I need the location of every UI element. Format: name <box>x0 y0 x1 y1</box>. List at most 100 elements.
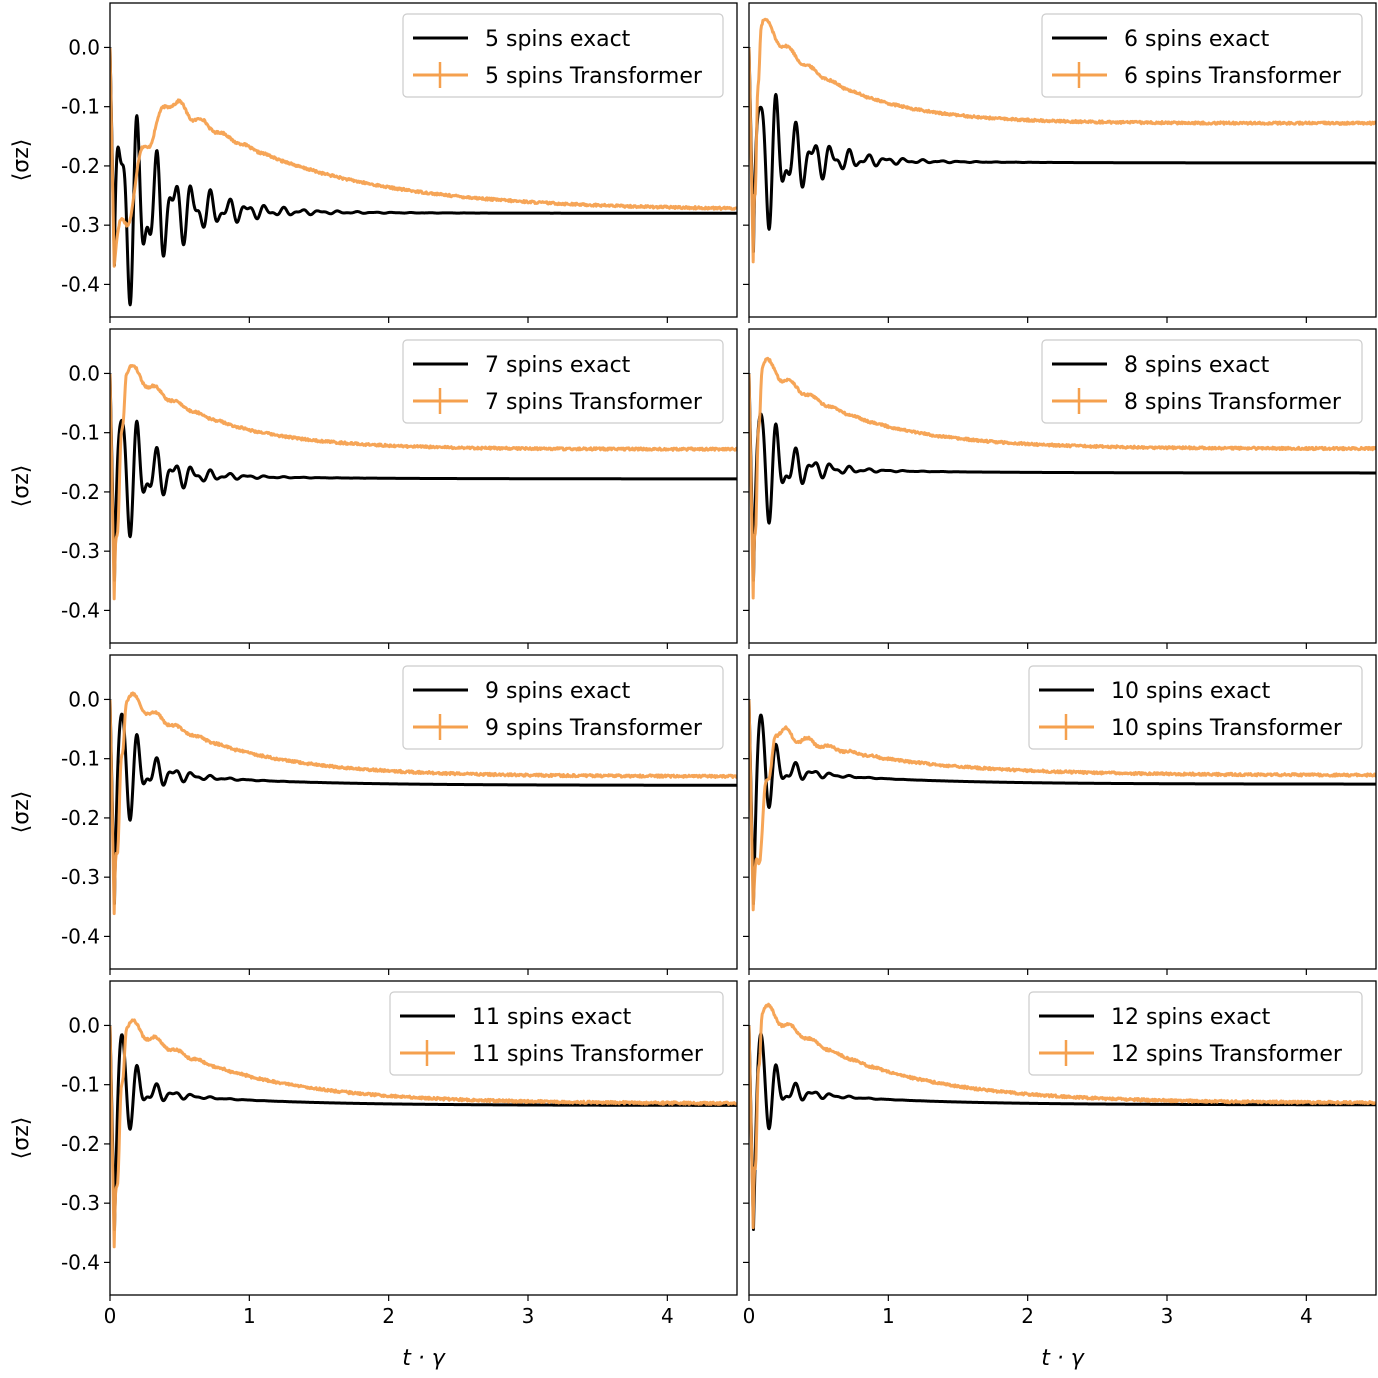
panel-frame <box>109 654 738 970</box>
series-line-transformer <box>110 48 737 268</box>
legend: 10 spins exact 10 spins Transformer <box>1028 665 1363 750</box>
y-tick-label: 0.0 <box>68 361 100 385</box>
panel-10-spins: 10 spins exact 10 spins Transformer <box>743 654 1377 975</box>
y-tick-label: 0.0 <box>68 687 100 711</box>
x-tick-label: 0 <box>743 1304 756 1328</box>
y-axis-label: ⟨σz⟩ <box>9 139 34 182</box>
legend-frame <box>402 339 724 424</box>
panel-11-spins: 0.0 -0.1 -0.2 -0.3 -0.4 0 1 2 3 4 ⟨σz⟩ t · γ 11 spin… <box>9 980 738 1371</box>
x-tick-label: 4 <box>1300 1304 1313 1328</box>
series-line-exact <box>749 699 1376 905</box>
legend: 9 spins exact 9 spins Transformer <box>402 665 724 750</box>
series-line-transformer <box>749 1002 1376 1230</box>
legend-label-transformer: 11 spins Transformer <box>472 1042 704 1067</box>
plot-area <box>110 1018 737 1249</box>
x-tick-label: 3 <box>1161 1304 1174 1328</box>
legend-frame <box>1028 665 1363 750</box>
series-line-exact <box>749 373 1376 582</box>
x-axis-label: t · γ <box>402 1346 446 1371</box>
series-line-transformer <box>110 1018 737 1249</box>
panel-12-spins: 0 1 2 3 4 t · γ 12 spins exact 12 spins Transfo… <box>743 980 1377 1371</box>
legend-frame <box>1028 991 1363 1076</box>
panel-frame <box>109 328 738 644</box>
series-line-transformer <box>110 364 737 601</box>
legend-label-exact: 6 spins exact <box>1124 27 1270 52</box>
plot-area <box>749 17 1376 264</box>
legend-label-transformer: 12 spins Transformer <box>1111 1042 1343 1067</box>
legend-frame <box>402 13 724 98</box>
y-axis-label: ⟨σz⟩ <box>9 791 34 834</box>
series-line-transformer <box>749 699 1376 912</box>
y-tick-label: 0.0 <box>68 35 100 59</box>
legend-label-transformer: 7 spins Transformer <box>485 390 703 415</box>
legend: 12 spins exact 12 spins Transformer <box>1028 991 1363 1076</box>
panel-frame <box>109 2 738 318</box>
legend-label-exact: 11 spins exact <box>472 1005 632 1030</box>
x-tick-label: 1 <box>243 1304 256 1328</box>
y-axis-label: ⟨σz⟩ <box>9 465 34 508</box>
panel-frame <box>748 654 1377 970</box>
series-line-exact <box>749 1025 1376 1231</box>
plot-area <box>749 1002 1376 1231</box>
plot-area <box>110 47 737 307</box>
x-tick-label: 4 <box>661 1304 674 1328</box>
x-tick-label: 2 <box>1021 1304 1034 1328</box>
x-tick-label: 0 <box>104 1304 117 1328</box>
legend-label-exact: 12 spins exact <box>1111 1005 1271 1030</box>
legend-label-exact: 9 spins exact <box>485 679 631 704</box>
plot-area <box>110 364 737 601</box>
legend: 11 spins exact 11 spins Transformer <box>389 991 724 1076</box>
series-line-exact <box>110 699 737 905</box>
series-line-transformer <box>749 356 1376 600</box>
panel-frame <box>109 980 738 1296</box>
y-tick-label: -0.2 <box>61 1132 100 1156</box>
y-tick-label: -0.4 <box>61 272 100 296</box>
series-line-transformer <box>749 17 1376 264</box>
plot-area <box>110 691 737 916</box>
legend-label-exact: 8 spins exact <box>1124 353 1270 378</box>
y-tick-label: -0.2 <box>61 480 100 504</box>
y-tick-label: -0.3 <box>61 865 100 889</box>
series-line-transformer <box>110 691 737 916</box>
panel-6-spins: 6 spins exact 6 spins Transformer <box>743 2 1377 323</box>
panel-8-spins: 8 spins exact 8 spins Transformer <box>743 328 1377 649</box>
panel-frame <box>748 328 1377 644</box>
legend-label-transformer: 8 spins Transformer <box>1124 390 1342 415</box>
y-tick-label: -0.1 <box>61 95 100 119</box>
y-tick-label: -0.1 <box>61 421 100 445</box>
y-tick-label: -0.4 <box>61 598 100 622</box>
x-tick-label: 3 <box>522 1304 535 1328</box>
y-tick-label: -0.2 <box>61 806 100 830</box>
plot-area <box>749 699 1376 912</box>
x-tick-label: 1 <box>882 1304 895 1328</box>
series-line-exact <box>110 373 737 582</box>
y-tick-label: -0.3 <box>61 213 100 237</box>
plot-area <box>749 356 1376 600</box>
y-tick-label: -0.3 <box>61 1191 100 1215</box>
panel-frame <box>748 2 1377 318</box>
panel-frame <box>748 980 1377 1296</box>
y-axis-label: ⟨σz⟩ <box>9 1117 34 1160</box>
legend: 6 spins exact 6 spins Transformer <box>1041 13 1363 98</box>
legend-label-transformer: 6 spins Transformer <box>1124 64 1342 89</box>
legend: 5 spins exact 5 spins Transformer <box>402 13 724 98</box>
y-tick-label: -0.4 <box>61 924 100 948</box>
legend-frame <box>389 991 724 1076</box>
legend: 8 spins exact 8 spins Transformer <box>1041 339 1363 424</box>
legend-frame <box>1041 339 1363 424</box>
y-tick-label: -0.4 <box>61 1250 100 1274</box>
legend-label-transformer: 9 spins Transformer <box>485 716 703 741</box>
y-tick-label: 0.0 <box>68 1013 100 1037</box>
y-tick-label: -0.3 <box>61 539 100 563</box>
legend-frame <box>1041 13 1363 98</box>
y-tick-label: -0.2 <box>61 154 100 178</box>
legend-frame <box>402 665 724 750</box>
legend: 7 spins exact 7 spins Transformer <box>402 339 724 424</box>
legend-label-exact: 5 spins exact <box>485 27 631 52</box>
legend-label-transformer: 5 spins Transformer <box>485 64 703 89</box>
y-tick-label: -0.1 <box>61 747 100 771</box>
